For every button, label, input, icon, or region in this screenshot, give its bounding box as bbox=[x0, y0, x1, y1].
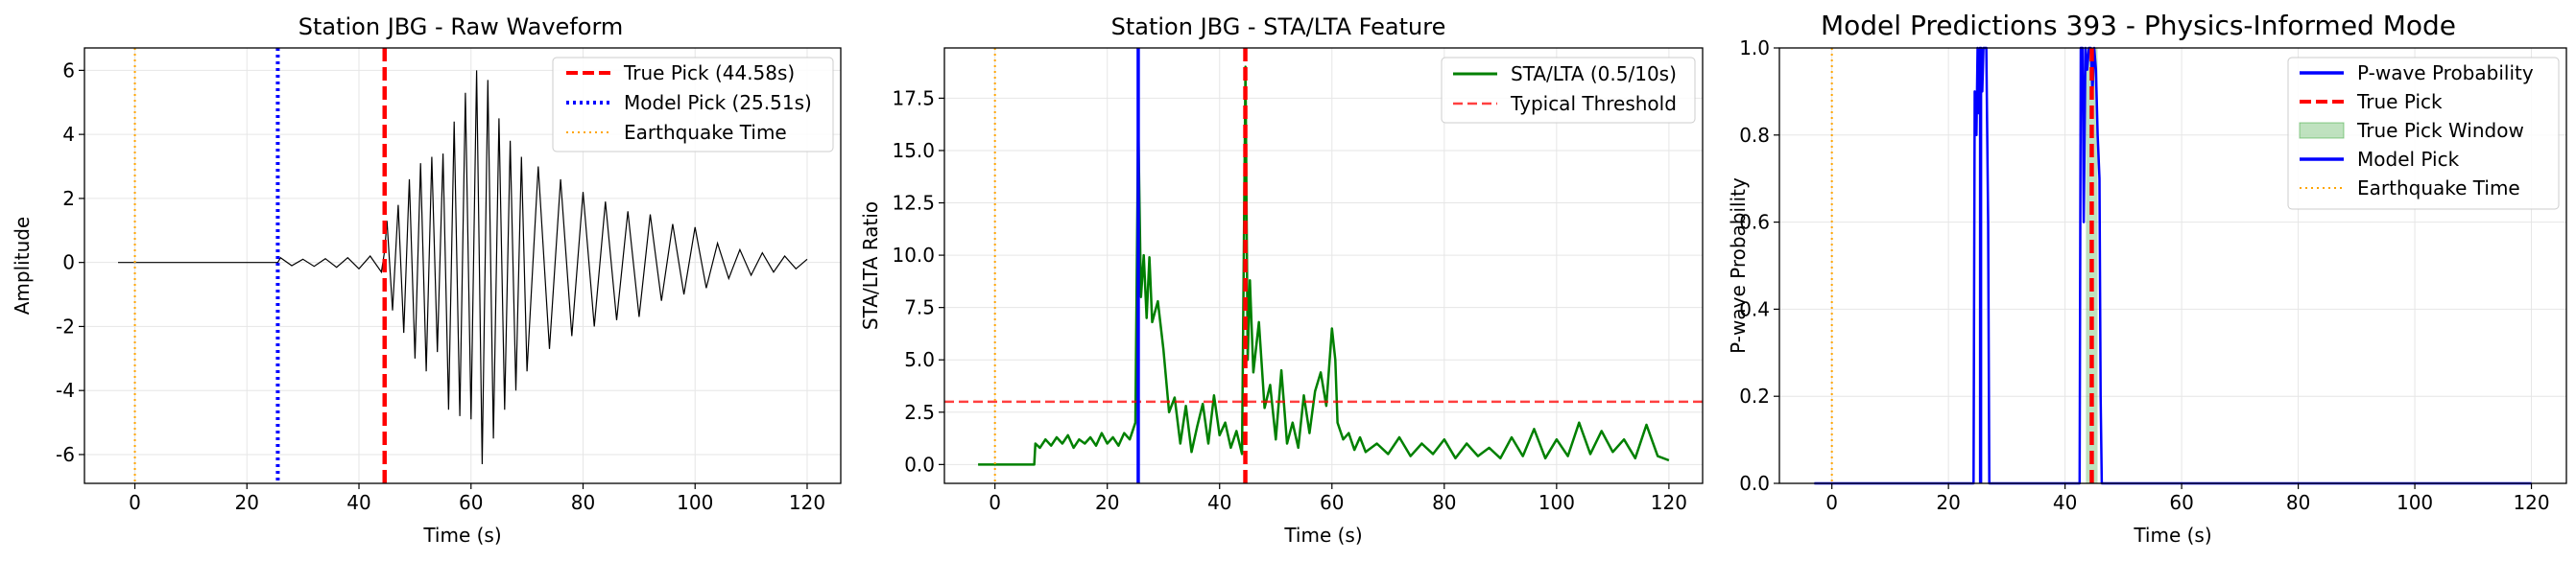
p3-xtick-label-1: 20 bbox=[1936, 491, 1960, 514]
p2-xtick-label-0: 0 bbox=[989, 491, 1001, 514]
panel2-ylabel: STA/LTA Ratio bbox=[859, 201, 882, 330]
panel1-legend-box bbox=[552, 57, 834, 152]
p3-ytick-label-5: 1.0 bbox=[1739, 36, 1770, 59]
panel3-xlabel: Time (s) bbox=[2133, 524, 2211, 547]
p3-ytick-label-0: 0.0 bbox=[1739, 472, 1770, 495]
panel3-frame bbox=[1778, 47, 2567, 484]
panel2-marks bbox=[944, 48, 1703, 483]
panel1-marks bbox=[118, 48, 808, 483]
p1-xtick-label-0: 0 bbox=[129, 491, 141, 514]
p3-xtick-label-2: 40 bbox=[2053, 491, 2077, 514]
panel2-xlabel: Time (s) bbox=[1283, 524, 1362, 547]
panel2-ticks: 0 20 40 60 80 100 120 0.0 2.5 5.0 7.5 10.0 12.5 15.0 1… bbox=[892, 86, 1687, 514]
p1-ytick-label-6: 6 bbox=[62, 59, 75, 82]
panel1-frame bbox=[83, 47, 842, 484]
panel2-frame bbox=[943, 47, 1704, 484]
p2-ytick-label-6: 15.0 bbox=[892, 139, 935, 162]
p1-xtick-label-6: 120 bbox=[789, 491, 825, 514]
legend-prob-label: P-wave Probability bbox=[2357, 61, 2534, 84]
p2-xtick-label-2: 40 bbox=[1207, 491, 1231, 514]
legend-modelpick-label: Model Pick bbox=[2357, 148, 2460, 171]
p3-ytick-label-2: 0.4 bbox=[1739, 297, 1770, 320]
p2-xtick-label-3: 60 bbox=[1320, 491, 1344, 514]
p3-xtick-label-5: 100 bbox=[2397, 491, 2433, 514]
p2-ytick-label-7: 17.5 bbox=[892, 86, 935, 109]
p1-ytick-label-1: -4 bbox=[56, 379, 75, 402]
p2-ytick-label-3: 7.5 bbox=[904, 296, 935, 319]
p3-ytick-label-1: 0.2 bbox=[1739, 385, 1770, 408]
legend-true-pick-label: True Pick (44.58s) bbox=[623, 61, 795, 84]
legend-window-label: True Pick Window bbox=[2356, 119, 2524, 142]
p1-xtick-label-4: 80 bbox=[571, 491, 595, 514]
p2-series-line-0 bbox=[978, 65, 1670, 466]
panel-sta-lta: Station JBG - STA/LTA Feature 0 20 40 60 80 1… bbox=[859, 13, 1704, 547]
panel3-legend-box bbox=[2287, 57, 2560, 210]
panel1-ticks: 0 20 40 60 80 100 120 -6 -4 -2 0 2 4 6 bbox=[56, 59, 825, 514]
p1-ytick-label-5: 4 bbox=[62, 123, 75, 146]
p1-ytick-label-0: -6 bbox=[56, 443, 75, 466]
p1-xtick-label-5: 100 bbox=[677, 491, 713, 514]
p1-ytick-label-4: 2 bbox=[62, 187, 75, 210]
panel3-ylabel: P-wave Probability bbox=[1727, 177, 1750, 354]
panel1-title: Station JBG - Raw Waveform bbox=[298, 13, 624, 40]
legend-stalta-label: STA/LTA (0.5/10s) bbox=[1511, 62, 1677, 85]
panel2-legend: STA/LTA (0.5/10s) Typical Threshold bbox=[1441, 57, 1696, 124]
legend-eq-time-label: Earthquake Time bbox=[624, 121, 787, 144]
p3-xtick-label-0: 0 bbox=[1825, 491, 1838, 514]
p2-xtick-label-5: 100 bbox=[1538, 491, 1575, 514]
legend-window-swatch bbox=[2299, 122, 2345, 139]
panel2-legend-box bbox=[1441, 57, 1696, 124]
p2-ytick-label-4: 10.0 bbox=[892, 244, 935, 267]
p1-ytick-label-2: -2 bbox=[56, 315, 75, 338]
p2-xtick-label-1: 20 bbox=[1095, 491, 1119, 514]
p2-ytick-label-0: 0.0 bbox=[904, 453, 935, 476]
panel3-marks bbox=[1814, 46, 2532, 485]
p2-xtick-label-4: 80 bbox=[1432, 491, 1456, 514]
p1-ytick-label-3: 0 bbox=[62, 251, 75, 274]
p2-ytick-label-1: 2.5 bbox=[904, 401, 935, 424]
panel1-legend: True Pick (44.58s) Model Pick (25.51s) E… bbox=[552, 57, 834, 152]
panel3-title: Model Predictions 393 - Physics-Informed… bbox=[1821, 10, 2456, 41]
p3-series-line-0 bbox=[1814, 46, 2532, 485]
p3-xtick-label-3: 60 bbox=[2169, 491, 2193, 514]
p3-ytick-label-3: 0.6 bbox=[1739, 211, 1770, 234]
p2-xtick-label-6: 120 bbox=[1651, 491, 1687, 514]
legend-truepick-label: True Pick bbox=[2356, 90, 2443, 113]
p1-xtick-label-1: 20 bbox=[235, 491, 259, 514]
p2-ytick-label-5: 12.5 bbox=[892, 192, 935, 215]
panel-model-predictions: Model Predictions 393 - Physics-Informed… bbox=[1727, 10, 2567, 547]
panel1-ylabel: Amplitude bbox=[11, 217, 34, 316]
legend-model-pick-label: Model Pick (25.51s) bbox=[624, 91, 812, 114]
p3-xtick-label-6: 120 bbox=[2513, 491, 2549, 514]
panel2-title: Station JBG - STA/LTA Feature bbox=[1111, 13, 1446, 40]
panel3-legend: P-wave Probability True Pick True Pick W… bbox=[2287, 57, 2560, 210]
p1-waveform-line bbox=[118, 70, 808, 465]
p1-xtick-label-2: 40 bbox=[346, 491, 370, 514]
p3-ytick-label-4: 0.8 bbox=[1739, 124, 1770, 147]
panel1-xlabel: Time (s) bbox=[422, 524, 501, 547]
p2-ytick-label-2: 5.0 bbox=[904, 348, 935, 371]
legend-threshold-label: Typical Threshold bbox=[1510, 92, 1677, 115]
p1-xtick-label-3: 60 bbox=[459, 491, 483, 514]
legend-eqtime-label: Earthquake Time bbox=[2357, 176, 2520, 199]
p3-xtick-label-4: 80 bbox=[2286, 491, 2310, 514]
panel-raw-waveform: Station JBG - Raw Waveform 0 20 40 60 80 100 1… bbox=[11, 13, 842, 547]
panel3-ticks: 0 20 40 60 80 100 120 0.0 0.2 0.4 0.6 0.8 1.0 bbox=[1739, 36, 2549, 514]
